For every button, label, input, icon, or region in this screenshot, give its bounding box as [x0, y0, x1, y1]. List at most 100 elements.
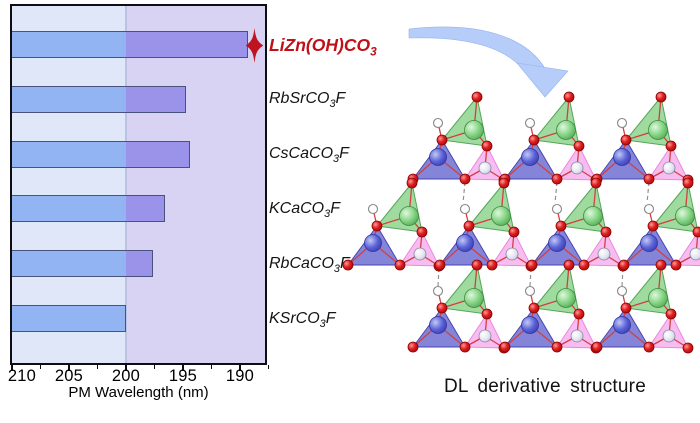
oxygen-atom	[407, 341, 419, 353]
tick-label: 210	[7, 367, 37, 385]
green-cation-atom	[464, 288, 484, 308]
white-atom	[478, 161, 492, 175]
blue-cation-atom	[429, 316, 447, 334]
bar-KCaCO3F	[12, 195, 165, 223]
oxygen-atom	[371, 220, 383, 232]
bar-label-KCaCO3F: KCaCO3F	[269, 199, 340, 221]
hydrogen-bond	[646, 181, 650, 204]
highlight-star-icon	[245, 28, 264, 63]
oxygen-atom	[591, 341, 603, 353]
major-tick	[182, 365, 184, 371]
oxygen-atom	[655, 91, 667, 103]
oxygen-atom	[643, 173, 655, 185]
tick-label: 195	[168, 367, 197, 385]
hydrogen-atom	[367, 203, 379, 215]
oxygen-atom	[551, 173, 563, 185]
green-cation-atom	[583, 206, 603, 226]
green-cation-atom	[399, 206, 419, 226]
hydrogen-atom	[432, 117, 444, 129]
major-tick	[239, 365, 241, 371]
hydrogen-atom	[459, 203, 471, 215]
white-atom	[597, 247, 611, 261]
major-tick	[125, 365, 127, 371]
bar-KSrCO3F	[12, 305, 126, 332]
hydrogen-atom	[616, 117, 628, 129]
oxygen-atom	[342, 259, 354, 271]
blue-cation-atom	[548, 234, 566, 252]
oxygen-atom	[618, 259, 630, 271]
hydrogen-atom	[432, 285, 444, 297]
blue-cation-atom	[613, 148, 631, 166]
oxygen-atom	[563, 91, 575, 103]
bar-RbSrCO3F	[12, 85, 187, 113]
blue-cation-atom	[429, 148, 447, 166]
white-atom	[413, 247, 427, 261]
oxygen-atom	[665, 140, 677, 152]
oxygen-atom	[471, 259, 483, 271]
hydrogen-atom	[524, 117, 536, 129]
oxygen-atom	[555, 220, 567, 232]
oxygen-atom	[578, 259, 590, 271]
tick-label: 205	[54, 367, 84, 385]
oxygen-atom	[600, 226, 612, 238]
oxygen-atom	[434, 259, 446, 271]
oxygen-atom	[670, 259, 682, 271]
bar-RbCaCO3F	[12, 250, 154, 278]
oxygen-atom	[551, 341, 563, 353]
white-atom	[662, 329, 676, 343]
bar-label-RbSrCO3F: RbSrCO3F	[269, 90, 346, 111]
oxygen-atom	[528, 134, 540, 146]
blue-cation-atom	[521, 148, 539, 166]
oxygen-atom	[463, 220, 475, 232]
hydrogen-bond	[554, 181, 558, 204]
structure-caption: DL derivative structure	[444, 376, 646, 397]
white-atom	[505, 247, 519, 261]
oxygen-atom	[436, 302, 448, 314]
oxygen-atom	[665, 308, 677, 320]
oxygen-atom	[459, 173, 471, 185]
oxygen-atom	[620, 134, 632, 146]
curved-arrow-icon	[408, 26, 569, 98]
green-cation-atom	[648, 288, 668, 308]
tick-label: 200	[111, 367, 141, 385]
oxygen-atom	[692, 226, 700, 238]
minor-tick	[267, 365, 270, 369]
hydrogen-atom	[643, 203, 655, 215]
bar-LiZn(OH)CO3	[12, 31, 248, 58]
oxygen-atom	[643, 341, 655, 353]
white-atom	[478, 329, 492, 343]
oxygen-atom	[573, 308, 585, 320]
green-cation-atom	[675, 206, 695, 226]
oxygen-atom	[481, 308, 493, 320]
bar-label-LiZn(OH)CO3: LiZn(OH)CO3	[269, 34, 377, 59]
white-atom	[662, 161, 676, 175]
oxygen-atom	[394, 259, 406, 271]
major-tick	[68, 365, 70, 371]
oxygen-atom	[526, 259, 538, 271]
blue-cation-atom	[456, 234, 474, 252]
oxygen-atom	[508, 226, 520, 238]
oxygen-atom	[499, 341, 511, 353]
oxygen-atom	[406, 177, 418, 189]
green-cation-atom	[556, 288, 576, 308]
minor-tick	[153, 365, 156, 369]
oxygen-atom	[416, 226, 428, 238]
bar-CsCaCO3F	[12, 140, 190, 168]
white-atom	[570, 161, 584, 175]
minor-tick	[96, 365, 99, 369]
oxygen-atom	[436, 134, 448, 146]
oxygen-atom	[590, 177, 602, 189]
oxygen-atom	[481, 140, 493, 152]
hydrogen-bond	[462, 181, 466, 204]
minor-tick	[210, 365, 213, 369]
oxygen-atom	[682, 342, 694, 354]
white-atom	[570, 329, 584, 343]
blue-cation-atom	[613, 316, 631, 334]
blue-cation-atom	[521, 316, 539, 334]
green-cation-atom	[491, 206, 511, 226]
hydrogen-atom	[616, 285, 628, 297]
green-cation-atom	[648, 120, 668, 140]
hydrogen-atom	[551, 203, 563, 215]
green-cation-atom	[464, 120, 484, 140]
